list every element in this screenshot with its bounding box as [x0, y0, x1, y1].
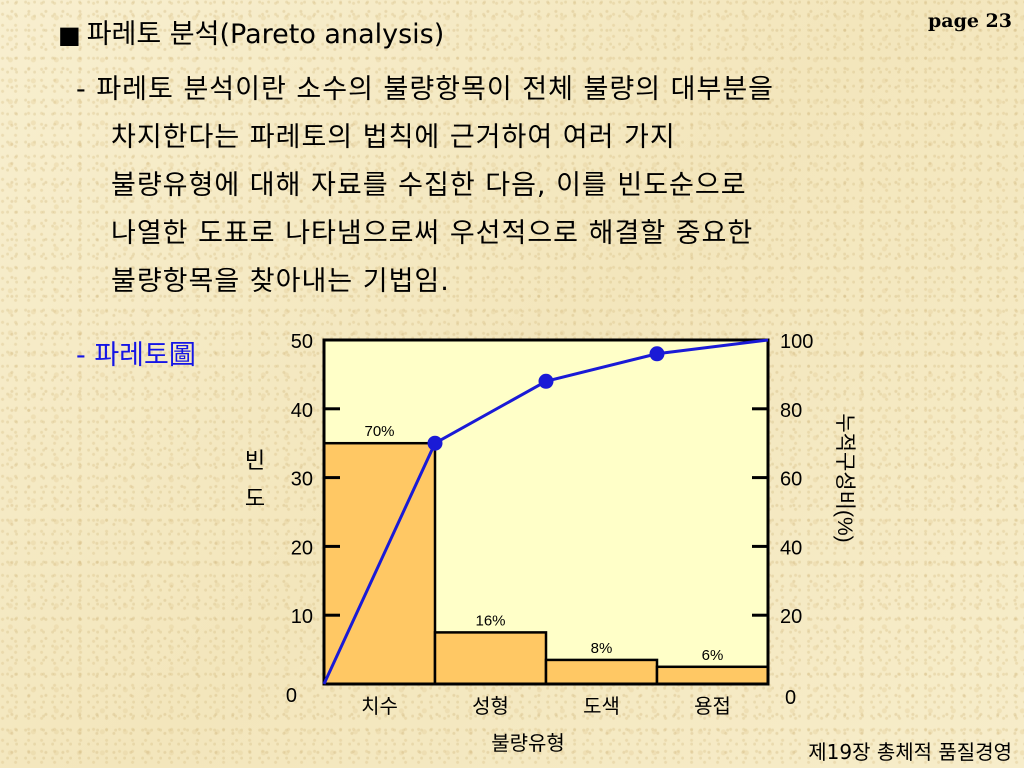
plot-frame [322, 338, 770, 686]
y2-tick-label: 40 [780, 537, 802, 559]
dash-bullet: - [76, 74, 87, 105]
x-tick-label: 치수 [361, 695, 398, 718]
pareto-chart-heading: - 파레토圖 [76, 340, 196, 371]
body-line-2: 차지한다는 파레토의 법칙에 근거하여 여러 가지 [111, 122, 676, 153]
y-tick-label: 20 [291, 537, 313, 559]
bar-label-1: 70% [364, 423, 394, 440]
y-tick-label: 30 [291, 469, 313, 491]
cumulative-point [538, 373, 554, 389]
body-line-1-text: 파레토 분석이란 소수의 불량항목이 전체 불량의 대부분을 [96, 74, 774, 105]
bar-label-2: 16% [475, 612, 505, 629]
y2-tick-label: 20 [780, 606, 802, 628]
body-paragraph: - 파레토 분석이란 소수의 불량항목이 전체 불량의 대부분을 차지한다는 파… [76, 66, 1006, 306]
y-tick-label: 0 [286, 685, 297, 707]
slide-title: ■ 파레토 분석(Pareto analysis) [58, 12, 444, 51]
bar-3 [544, 658, 659, 686]
y2-tick-label: 0 [785, 687, 796, 709]
y-tick-label: 50 [291, 331, 313, 353]
y2-tick-label: 80 [780, 400, 802, 422]
y-tick-label: 40 [291, 400, 313, 422]
body-line-3: 불량유형에 대해 자료를 수집한 다음, 이를 빈도순으로 [111, 170, 747, 201]
bar-4 [655, 665, 770, 686]
y2-tick-label: 100 [780, 331, 813, 353]
bar-label-3: 8% [591, 640, 613, 657]
x-tick-label: 용접 [694, 695, 731, 718]
body-line-1: - 파레토 분석이란 소수의 불량항목이 전체 불량의 대부분을 [76, 66, 1006, 114]
title-text: 파레토 분석(Pareto analysis) [86, 19, 445, 50]
page-number: page 23 [927, 10, 1012, 32]
x-axis-label: 불량유형 [491, 732, 565, 755]
y2-tick-label: 60 [780, 469, 802, 491]
y-tick-label: 10 [291, 606, 313, 628]
y2-axis-label: 누적구성비(%) [833, 413, 856, 542]
bar-2 [433, 631, 548, 686]
x-tick-label: 도색 [583, 695, 620, 718]
body-line-5: 불량항목을 찾아내는 기법임. [111, 266, 450, 297]
cumulative-point [427, 435, 443, 451]
square-bullet-icon: ■ [58, 21, 81, 49]
cumulative-point [649, 346, 665, 362]
bar-label-4: 6% [702, 647, 724, 664]
footer-chapter: 제19장 총체적 품질경영 [808, 740, 1012, 764]
x-tick-label: 성형 [472, 695, 509, 718]
body-line-4: 나열한 도표로 나타냄으로써 우선적으로 해결할 중요한 [111, 218, 754, 249]
